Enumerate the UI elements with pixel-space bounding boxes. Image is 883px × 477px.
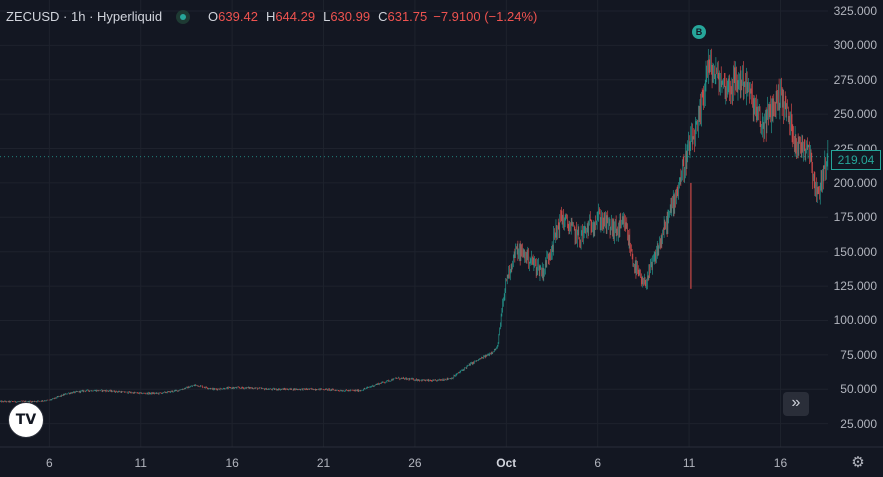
- grid-lines: [0, 0, 883, 448]
- market-status-icon[interactable]: [176, 9, 191, 24]
- symbol-title[interactable]: ZECUSD · 1h · Hyperliquid: [6, 9, 163, 24]
- y-tick-label: 300.000: [833, 38, 877, 53]
- y-tick-label: 250.000: [833, 107, 877, 122]
- y-tick-label: 100.000: [833, 313, 877, 328]
- last-price-label: 219.04: [831, 150, 881, 170]
- x-tick-label: 6: [46, 456, 53, 470]
- close-value: 631.75: [387, 9, 428, 24]
- y-tick-label: 275.000: [833, 72, 877, 87]
- x-tick-label: 16: [773, 456, 788, 470]
- x-tick-label: 16: [225, 456, 239, 470]
- y-tick-label: 200.000: [833, 175, 877, 190]
- x-tick-label: 21: [316, 456, 331, 470]
- tradingview-logo-icon[interactable]: TV: [8, 402, 44, 438]
- y-tick-label: 325.000: [833, 4, 877, 18]
- x-tick-label: 11: [682, 456, 696, 470]
- x-tick-label: 26: [408, 456, 422, 470]
- y-tick-label: 175.000: [833, 210, 877, 225]
- high-value: 644.29: [275, 9, 316, 24]
- low-label: L: [323, 9, 331, 24]
- open-label: O: [208, 9, 219, 24]
- double-chevron-right-icon: »: [791, 394, 801, 411]
- x-tick-label: Oct: [496, 456, 517, 470]
- candle-series: [0, 48, 831, 403]
- symbol-legend: ZECUSD · 1h · Hyperliquid O 639.42 H 644.2…: [6, 9, 537, 24]
- y-tick-label: 75.000: [840, 347, 877, 362]
- buy-marker[interactable]: B: [692, 25, 706, 39]
- y-tick-label: 50.000: [840, 382, 877, 397]
- scroll-to-realtime-button[interactable]: »: [783, 392, 809, 416]
- close-label: C: [378, 9, 388, 24]
- gear-icon[interactable]: ⚙: [851, 454, 865, 471]
- y-tick-label: 25.000: [840, 416, 877, 431]
- x-tick-label: 6: [594, 456, 602, 470]
- high-label: H: [265, 9, 276, 24]
- open-value: 639.42: [218, 9, 258, 24]
- change-value: −7.9100 (−1.24%): [433, 9, 538, 24]
- x-tick-label: 11: [134, 456, 147, 470]
- y-tick-label: 125.000: [833, 279, 877, 294]
- y-tick-label: 150.000: [833, 244, 877, 259]
- low-value: 630.99: [330, 9, 371, 24]
